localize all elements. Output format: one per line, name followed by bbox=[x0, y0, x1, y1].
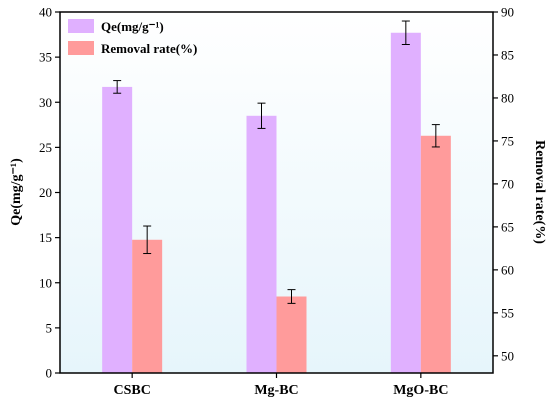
right-tick-label: 55 bbox=[501, 305, 514, 320]
bars-layer bbox=[102, 32, 451, 373]
left-tick-label: 15 bbox=[39, 230, 52, 245]
x-tick-label: MgO-BC bbox=[393, 383, 448, 398]
right-tick-label: 60 bbox=[501, 262, 514, 277]
error-bar-qe-mg-bc bbox=[257, 102, 266, 129]
y-axis-title-left: Qe(mg/g⁻¹) bbox=[9, 158, 24, 226]
error-bar-qe-csbc bbox=[113, 80, 122, 94]
left-tick-label: 0 bbox=[46, 366, 53, 381]
legend-swatch bbox=[68, 41, 94, 55]
left-tick-label: 35 bbox=[39, 50, 52, 65]
error-bar-qe-mgo-bc bbox=[401, 20, 410, 45]
right-tick-label: 90 bbox=[501, 5, 514, 20]
bar-qe-csbc bbox=[102, 86, 133, 373]
bar-qe-mgo-bc bbox=[390, 32, 421, 373]
bar-qe-mg-bc bbox=[246, 115, 277, 373]
x-tick-label: Mg-BC bbox=[254, 383, 298, 398]
legend-swatch bbox=[68, 19, 94, 33]
left-tick-label: 20 bbox=[39, 185, 52, 200]
right-tick-label: 70 bbox=[501, 176, 514, 191]
left-tick-label: 10 bbox=[39, 275, 52, 290]
right-tick-label: 80 bbox=[501, 90, 514, 105]
left-tick-label: 5 bbox=[46, 320, 53, 335]
right-tick-label: 50 bbox=[501, 348, 514, 363]
y-axis-title-right: Removal rate(%) bbox=[532, 140, 547, 244]
legend: Qe(mg/g⁻¹) Removal rate(%) bbox=[68, 19, 197, 56]
right-tick-label: 75 bbox=[501, 133, 514, 148]
x-axis-ticks: CSBC Mg-BC MgO-BC bbox=[113, 373, 448, 398]
left-tick-label: 25 bbox=[39, 140, 52, 155]
error-bar-removal-csbc bbox=[143, 225, 152, 255]
error-bar-removal-mgo-bc bbox=[431, 124, 440, 148]
x-tick-label: CSBC bbox=[113, 383, 150, 398]
right-axis-ticks: 50 55 60 65 70 75 80 85 90 bbox=[493, 5, 514, 363]
left-tick-label: 30 bbox=[39, 95, 52, 110]
legend-label: Qe(mg/g⁻¹) bbox=[101, 19, 164, 34]
right-tick-label: 85 bbox=[501, 47, 514, 62]
bar-removal-mg-bc bbox=[276, 296, 307, 373]
left-axis-ticks: 0 5 10 15 20 25 30 35 40 bbox=[39, 5, 60, 381]
bar-removal-csbc bbox=[132, 239, 163, 373]
bar-removal-mgo-bc bbox=[420, 135, 451, 373]
error-bar-removal-mg-bc bbox=[287, 289, 296, 304]
error-bars-layer bbox=[113, 20, 440, 304]
right-tick-label: 65 bbox=[501, 219, 514, 234]
left-tick-label: 40 bbox=[39, 5, 52, 20]
legend-label: Removal rate(%) bbox=[101, 41, 197, 56]
